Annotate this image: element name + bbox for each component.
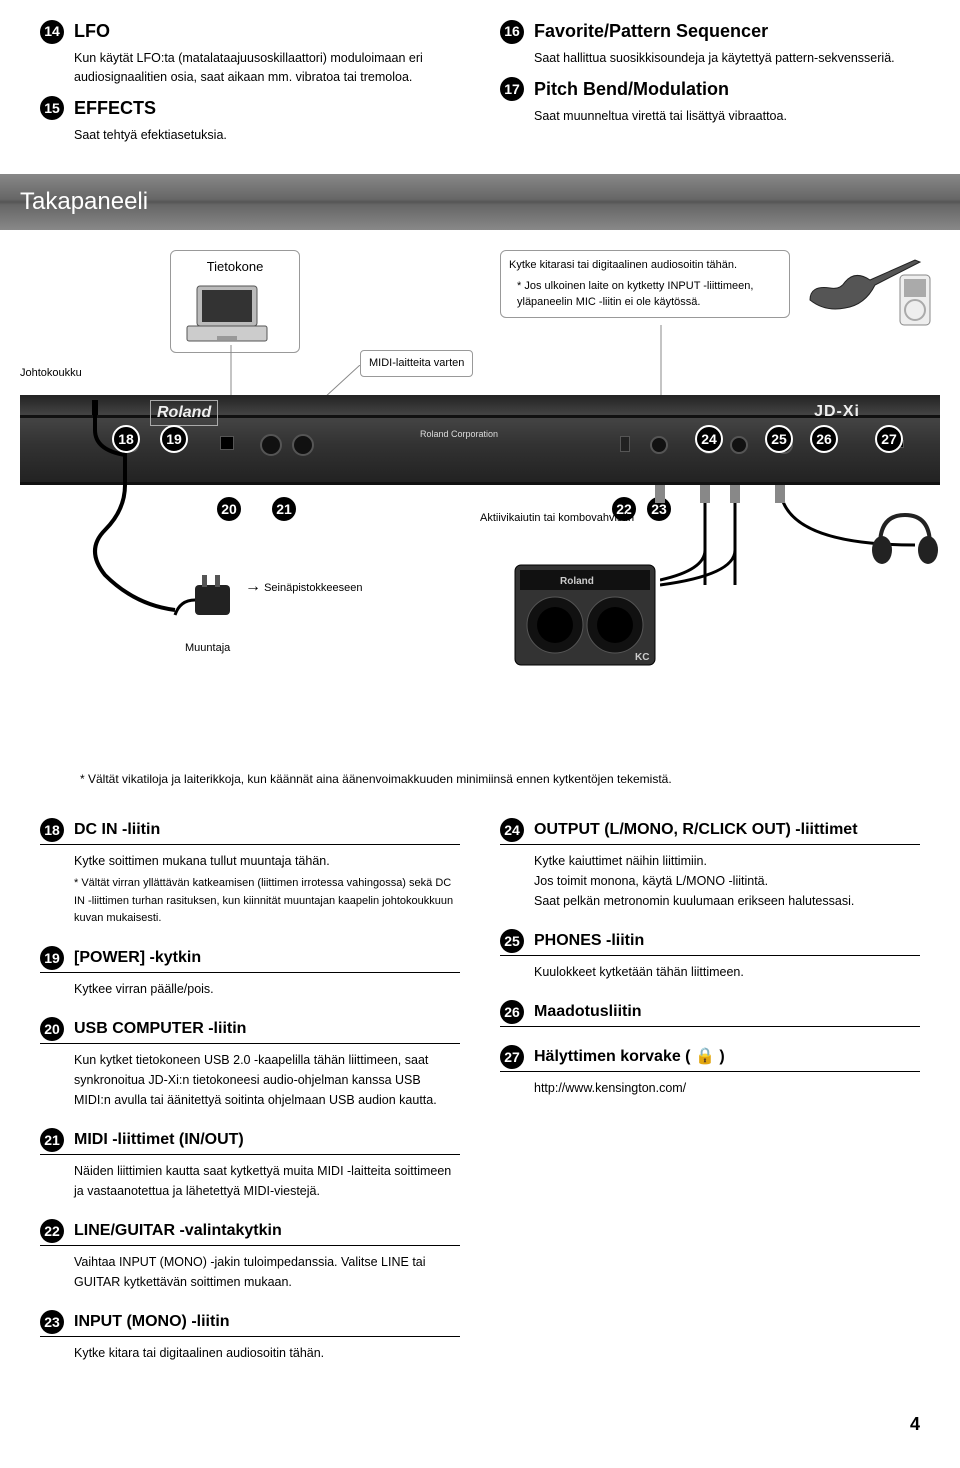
amp-label: Aktiivikaiutin tai kombovahvistin: [480, 510, 634, 527]
title-20: USB COMPUTER -liitin: [74, 1017, 246, 1041]
laptop-label: Tietokone: [177, 257, 293, 277]
title-19: [POWER] -kytkin: [74, 946, 201, 970]
amp-cables: [660, 550, 740, 590]
body-24: Kytke kaiuttimet näihin liittimiin.Jos t…: [534, 851, 920, 911]
svg-text:Roland: Roland: [560, 576, 594, 587]
lower-sections: 18 DC IN -liitin Kytke soittimen mukana tu…: [40, 818, 920, 1381]
page-number: 4: [40, 1411, 920, 1438]
badge-19: 19: [40, 946, 64, 970]
input-note: * Jos ulkoinen laite on kytketty INPUT -…: [517, 278, 781, 311]
badge-14: 14: [40, 20, 64, 44]
title-17: Pitch Bend/Modulation: [534, 76, 729, 103]
top-left-col: 14 LFO Kun käytät LFO:ta (matalataajuuso…: [40, 10, 460, 144]
usb-port: [220, 436, 234, 450]
badge-22: 22: [40, 1219, 64, 1243]
laptop-callout: Tietokone: [170, 250, 300, 353]
body-21: Näiden liittimien kautta saat kytkettyä …: [74, 1161, 460, 1201]
panel-badge-25: 25: [765, 425, 793, 453]
body-14: Kun käytät LFO:ta (matalataajuusoskillaa…: [74, 49, 460, 87]
item-27: 27 Hälyttimen korvake ( 🔒 ) http://www.ken…: [500, 1045, 920, 1098]
body-25: Kuulokkeet kytketään tähän liittimeen.: [534, 962, 920, 982]
adapter-label: Muuntaja: [185, 640, 230, 657]
badge-25: 25: [500, 929, 524, 953]
midi-in-jack: [292, 434, 314, 456]
section-17: 17 Pitch Bend/Modulation Saat muunneltua…: [500, 76, 920, 126]
badge-17: 17: [500, 77, 524, 101]
laptop-icon: [177, 281, 277, 346]
title-26: Maadotusliitin: [534, 1000, 642, 1024]
cordhook-label: Johtokoukku: [20, 365, 82, 382]
rear-panel-header: Takapaneeli: [0, 174, 960, 230]
amp-icon: Roland KC: [510, 560, 660, 670]
title-15: EFFECTS: [74, 95, 156, 122]
input-callout: Kytke kitarasi tai digitaalinen audiosoi…: [500, 250, 790, 318]
body-20: Kun kytket tietokoneen USB 2.0 -kaapelil…: [74, 1050, 460, 1110]
item-23: 23 INPUT (MONO) -liitin Kytke kitara tai d…: [40, 1310, 460, 1363]
body-23: Kytke kitara tai digitaalinen audiosoiti…: [74, 1343, 460, 1363]
rear-panel-diagram: Tietokone MIDI-laitteita varten Johtokou…: [20, 250, 940, 750]
jdxi-logo: JD-Xi: [814, 400, 860, 424]
top-right-col: 16 Favorite/Pattern Sequencer Saat halli…: [500, 10, 920, 144]
item-21: 21 MIDI -liittimet (IN/OUT) Näiden liittim…: [40, 1128, 460, 1201]
badge-18: 18: [40, 818, 64, 842]
title-25: PHONES -liitin: [534, 929, 644, 953]
output-l-jack: [730, 436, 748, 454]
input-mono-jack: [650, 436, 668, 454]
item-20: 20 USB COMPUTER -liitin Kun kytket tietoko…: [40, 1017, 460, 1110]
title-22: LINE/GUITAR -valintakytkin: [74, 1219, 282, 1243]
line-guitar-switch: [620, 436, 630, 452]
title-14: LFO: [74, 18, 110, 45]
title-16: Favorite/Pattern Sequencer: [534, 18, 768, 45]
headphones-icon: [870, 505, 940, 575]
body-19: Kytkee virran päälle/pois.: [74, 979, 460, 999]
lower-left-col: 18 DC IN -liitin Kytke soittimen mukana tu…: [40, 818, 460, 1381]
panel-badge-26: 26: [810, 425, 838, 453]
body-18: Kytke soittimen mukana tullut muuntaja t…: [74, 851, 460, 928]
volume-footnote: * Vältät vikatiloja ja laiterikkoja, kun…: [80, 770, 920, 788]
note-18: * Vältät virran yllättävän katkeamisen (…: [74, 875, 460, 928]
svg-text:KC: KC: [635, 652, 649, 663]
title-23: INPUT (MONO) -liitin: [74, 1310, 230, 1334]
body-17: Saat muunneltua virettä tai lisättyä vib…: [534, 107, 920, 126]
item-19: 19 [POWER] -kytkin Kytkee virran päälle/po…: [40, 946, 460, 999]
section-15: 15 EFFECTS Saat tehtyä efektiasetuksia.: [40, 95, 460, 145]
section-16: 16 Favorite/Pattern Sequencer Saat halli…: [500, 18, 920, 68]
item-24: 24 OUTPUT (L/MONO, R/CLICK OUT) -liittime…: [500, 818, 920, 911]
item-26: 26 Maadotusliitin: [500, 1000, 920, 1027]
lower-right-col: 24 OUTPUT (L/MONO, R/CLICK OUT) -liittime…: [500, 818, 920, 1381]
midi-out-jack: [260, 434, 282, 456]
item-25: 25 PHONES -liitin Kuulokkeet kytketään täh…: [500, 929, 920, 982]
body-15: Saat tehtyä efektiasetuksia.: [74, 126, 460, 145]
panel-badge-21: 21: [270, 495, 298, 523]
badge-16: 16: [500, 20, 524, 44]
badge-24: 24: [500, 818, 524, 842]
badge-27: 27: [500, 1045, 524, 1069]
title-18: DC IN -liitin: [74, 818, 160, 842]
top-sections: 14 LFO Kun käytät LFO:ta (matalataajuuso…: [40, 10, 920, 144]
item-18: 18 DC IN -liitin Kytke soittimen mukana tu…: [40, 818, 460, 928]
input-plug: [655, 485, 665, 505]
roland-corp-text: Roland Corporation: [420, 428, 498, 442]
item-22: 22 LINE/GUITAR -valintakytkin Vaihtaa INPU…: [40, 1219, 460, 1292]
title-27: Hälyttimen korvake ( 🔒 ): [534, 1045, 725, 1069]
title-24: OUTPUT (L/MONO, R/CLICK OUT) -liittimet: [534, 818, 858, 842]
badge-20: 20: [40, 1017, 64, 1041]
panel-badge-24: 24: [695, 425, 723, 453]
badge-26: 26: [500, 1000, 524, 1024]
badge-15: 15: [40, 96, 64, 120]
wall-label: → Seinäpistokkeeseen: [245, 575, 363, 599]
body-16: Saat hallittua suosikkisoundeja ja käyte…: [534, 49, 920, 68]
midi-label: MIDI-laitteita varten: [360, 350, 473, 377]
badge-21: 21: [40, 1128, 64, 1152]
body-22: Vaihtaa INPUT (MONO) -jakin tuloimpedans…: [74, 1252, 460, 1292]
guitar-ipod-icon: [805, 250, 935, 330]
section-14: 14 LFO Kun käytät LFO:ta (matalataajuuso…: [40, 18, 460, 87]
panel-badge-27: 27: [875, 425, 903, 453]
body-27: http://www.kensington.com/: [534, 1078, 920, 1098]
title-21: MIDI -liittimet (IN/OUT): [74, 1128, 244, 1152]
badge-23: 23: [40, 1310, 64, 1334]
panel-badge-20: 20: [215, 495, 243, 523]
input-label: Kytke kitarasi tai digitaalinen audiosoi…: [509, 257, 781, 274]
ac-adapter-icon: [170, 570, 240, 630]
